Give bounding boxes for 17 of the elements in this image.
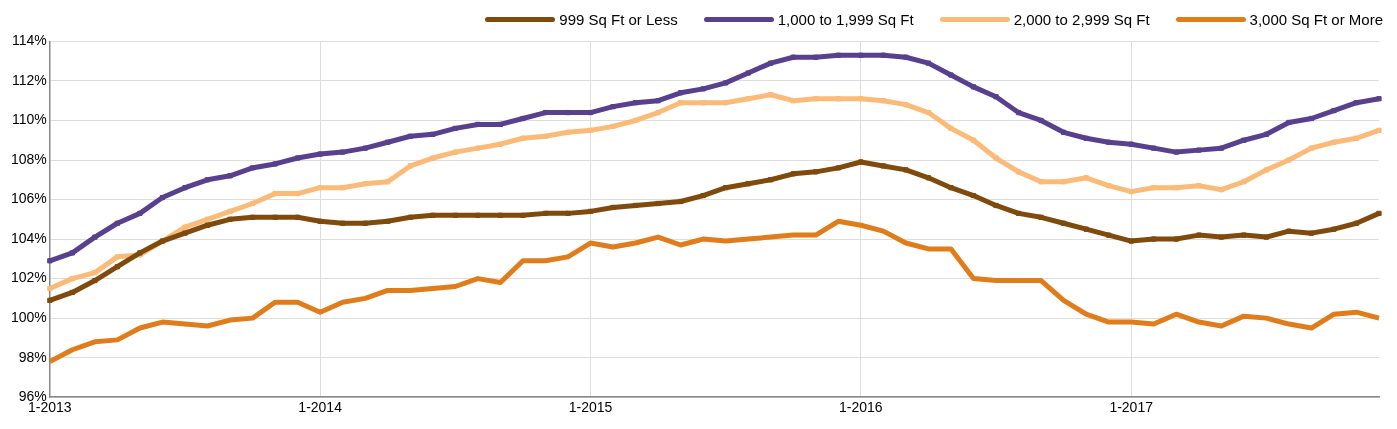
legend-label: 2,000 to 2,999 Sq Ft bbox=[1013, 10, 1150, 28]
y-tick-label: 114% bbox=[12, 32, 47, 49]
y-tick-label: 112% bbox=[12, 71, 47, 88]
x-tick-label: 1-2017 bbox=[1109, 399, 1154, 416]
y-tick-label: 106% bbox=[10, 190, 47, 207]
y-tick-label: 110% bbox=[12, 111, 47, 128]
legend-label: 1,000 to 1,999 Sq Ft bbox=[777, 10, 914, 28]
y-tick-label: 108% bbox=[10, 150, 47, 167]
x-tick-label: 1-2015 bbox=[568, 399, 613, 416]
legend-label: 999 Sq Ft or Less bbox=[559, 10, 678, 28]
y-tick-label: 102% bbox=[10, 269, 47, 286]
y-tick-label: 104% bbox=[10, 229, 47, 246]
y-tick-label: 98% bbox=[18, 348, 47, 365]
legend-label: 3,000 Sq Ft or More bbox=[1249, 10, 1383, 28]
y-tick-label: 100% bbox=[10, 308, 47, 325]
x-tick-label: 1-2016 bbox=[839, 399, 883, 416]
x-tick-label: 1-2014 bbox=[298, 399, 343, 416]
